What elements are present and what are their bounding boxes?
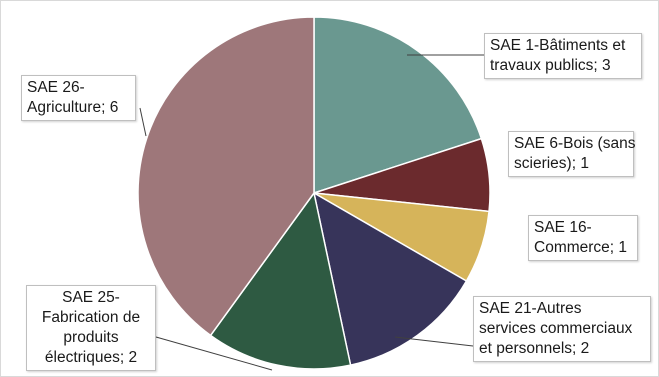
label-line: SAE 6-Bois (sans — [514, 135, 636, 152]
label-line: produits — [63, 329, 119, 346]
label-line: SAE 1-Bâtiments et — [490, 37, 626, 54]
label-line: électriques; 2 — [44, 349, 138, 366]
data-label-fabrication: SAE 25- Fabrication de produits électriq… — [26, 285, 156, 371]
pie-slice-fabrication — [209, 191, 352, 370]
data-label-batiments: SAE 1-Bâtiments et travaux publics; 3 — [484, 33, 642, 79]
leader-lines — [139, 54, 484, 371]
label-line: SAE 26- — [27, 79, 85, 96]
label-line: et personnels; 2 — [479, 340, 590, 357]
pie-slice-batiments — [313, 16, 483, 195]
data-label-commerce: SAE 16- Commerce; 1 — [528, 215, 638, 261]
label-line: SAE 16- — [534, 219, 592, 236]
pie-slice-services — [312, 191, 468, 367]
leader-line-fabrication — [155, 336, 273, 371]
label-line: Agriculture; 6 — [27, 99, 119, 116]
label-line: travaux publics; 3 — [490, 57, 611, 74]
pie-slice-agriculture — [137, 16, 315, 337]
label-line: SAE 25- — [62, 289, 120, 306]
label-line: Fabrication de — [41, 309, 141, 326]
leader-line-services — [394, 336, 474, 347]
leader-line-agriculture — [139, 107, 147, 137]
pie-slices — [137, 16, 491, 370]
label-line: scieries); 1 — [514, 155, 589, 172]
data-label-agriculture: SAE 26- Agriculture; 6 — [21, 75, 136, 121]
label-line: SAE 21-Autres — [479, 300, 582, 317]
label-line: Commerce; 1 — [534, 239, 628, 256]
data-label-services: SAE 21-Autres services commerciaux et pe… — [473, 296, 651, 362]
data-label-bois: SAE 6-Bois (sans scieries); 1 — [508, 131, 636, 177]
label-line: services commerciaux — [479, 320, 633, 337]
